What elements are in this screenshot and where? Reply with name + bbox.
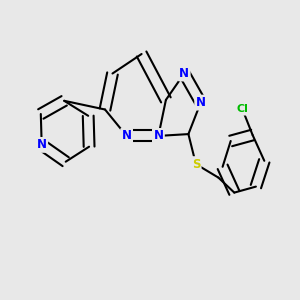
Text: N: N — [179, 67, 189, 80]
Text: N: N — [122, 129, 132, 142]
Text: N: N — [153, 129, 164, 142]
Text: N: N — [196, 96, 206, 109]
Text: Cl: Cl — [236, 104, 248, 114]
Text: S: S — [192, 158, 200, 171]
Text: N: N — [37, 138, 47, 152]
